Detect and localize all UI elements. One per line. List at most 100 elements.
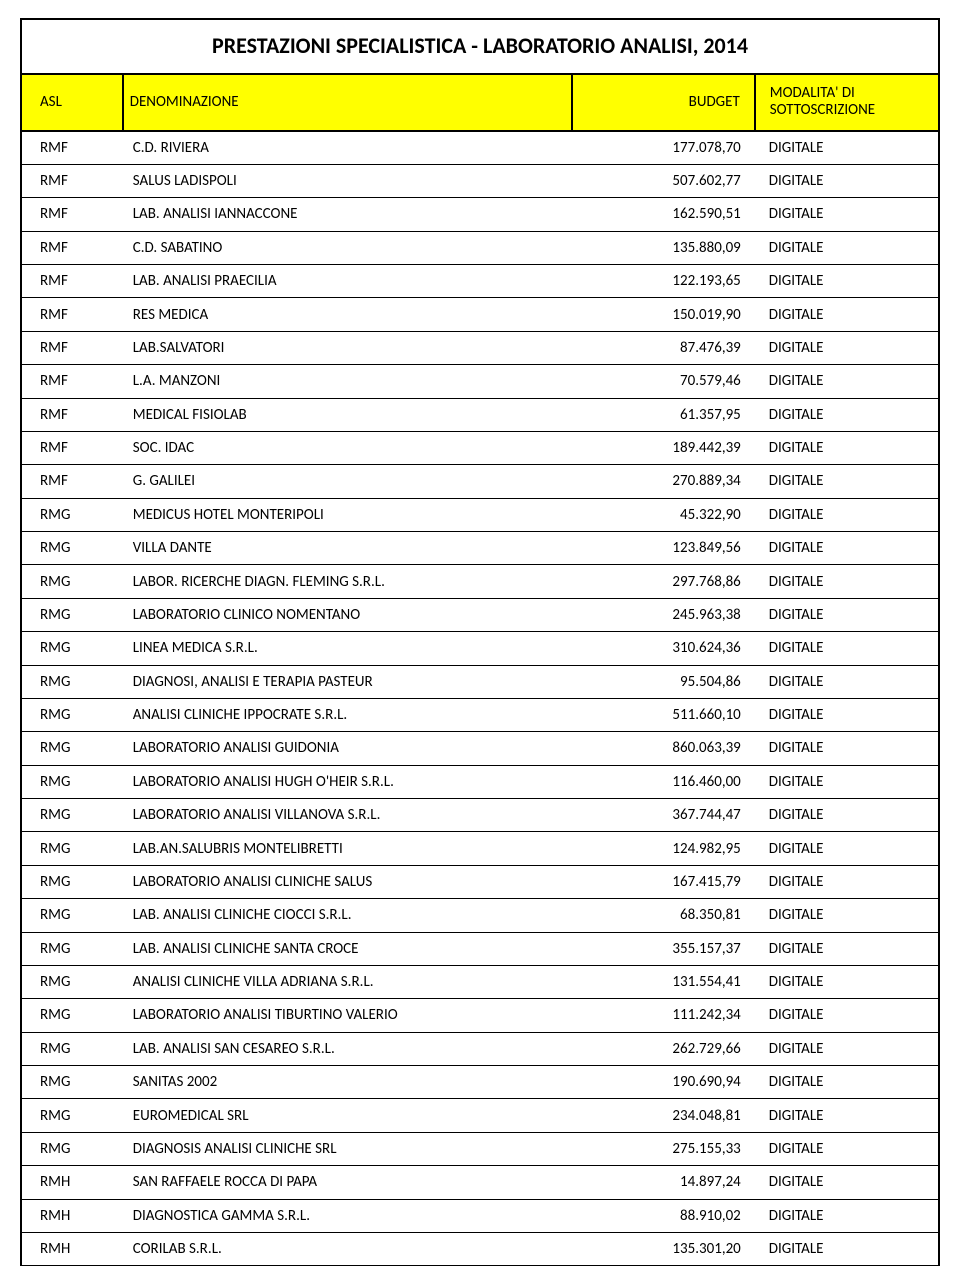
cell-budget: 131.554,41 bbox=[572, 965, 755, 998]
table-row: RMGDIAGNOSIS ANALISI CLINICHE SRL275.155… bbox=[22, 1132, 938, 1165]
cell-asl: RMG bbox=[22, 632, 123, 665]
cell-modalita: DIGITALE bbox=[755, 298, 938, 331]
cell-budget: 270.889,34 bbox=[572, 465, 755, 498]
cell-modalita: DIGITALE bbox=[755, 732, 938, 765]
cell-denominazione: VILLA DANTE bbox=[123, 532, 572, 565]
cell-asl: RMF bbox=[22, 298, 123, 331]
table-row: RMHDIAGNOSTICA GAMMA S.R.L.88.910,02DIGI… bbox=[22, 1199, 938, 1232]
cell-modalita: DIGITALE bbox=[755, 1199, 938, 1232]
cell-asl: RMF bbox=[22, 365, 123, 398]
cell-asl: RMG bbox=[22, 732, 123, 765]
table-row: RMGLINEA MEDICA S.R.L.310.624,36DIGITALE bbox=[22, 632, 938, 665]
table-body: RMFC.D. RIVIERA177.078,70DIGITALERMFSALU… bbox=[22, 131, 938, 1266]
table-row: RMHCORILAB S.R.L.135.301,20DIGITALE bbox=[22, 1232, 938, 1265]
table-row: RMGLABORATORIO ANALISI VILLANOVA S.R.L.3… bbox=[22, 799, 938, 832]
cell-asl: RMG bbox=[22, 498, 123, 531]
cell-denominazione: MEDICUS HOTEL MONTERIPOLI bbox=[123, 498, 572, 531]
cell-budget: 190.690,94 bbox=[572, 1066, 755, 1099]
cell-denominazione: EUROMEDICAL SRL bbox=[123, 1099, 572, 1132]
cell-budget: 245.963,38 bbox=[572, 598, 755, 631]
cell-budget: 14.897,24 bbox=[572, 1166, 755, 1199]
cell-asl: RMG bbox=[22, 532, 123, 565]
cell-denominazione: SOC. IDAC bbox=[123, 431, 572, 464]
cell-asl: RMG bbox=[22, 932, 123, 965]
table-row: RMGLABORATORIO ANALISI HUGH O'HEIR S.R.L… bbox=[22, 765, 938, 798]
cell-modalita: DIGITALE bbox=[755, 799, 938, 832]
table-row: RMGDIAGNOSI, ANALISI E TERAPIA PASTEUR95… bbox=[22, 665, 938, 698]
cell-asl: RMG bbox=[22, 665, 123, 698]
cell-modalita: DIGITALE bbox=[755, 1232, 938, 1265]
col-header-asl: ASL bbox=[22, 75, 123, 131]
cell-asl: RMF bbox=[22, 164, 123, 197]
cell-budget: 68.350,81 bbox=[572, 899, 755, 932]
cell-denominazione: LABORATORIO ANALISI HUGH O'HEIR S.R.L. bbox=[123, 765, 572, 798]
cell-modalita: DIGITALE bbox=[755, 398, 938, 431]
cell-denominazione: LAB. ANALISI CLINICHE CIOCCI S.R.L. bbox=[123, 899, 572, 932]
cell-budget: 189.442,39 bbox=[572, 431, 755, 464]
cell-budget: 275.155,33 bbox=[572, 1132, 755, 1165]
cell-asl: RMF bbox=[22, 398, 123, 431]
cell-modalita: DIGITALE bbox=[755, 465, 938, 498]
table-row: RMGLABORATORIO ANALISI CLINICHE SALUS167… bbox=[22, 865, 938, 898]
table-row: RMFC.D. RIVIERA177.078,70DIGITALE bbox=[22, 131, 938, 165]
cell-denominazione: CORILAB S.R.L. bbox=[123, 1232, 572, 1265]
cell-modalita: DIGITALE bbox=[755, 632, 938, 665]
cell-budget: 355.157,37 bbox=[572, 932, 755, 965]
cell-asl: RMG bbox=[22, 965, 123, 998]
cell-modalita: DIGITALE bbox=[755, 1166, 938, 1199]
cell-denominazione: RES MEDICA bbox=[123, 298, 572, 331]
cell-budget: 167.415,79 bbox=[572, 865, 755, 898]
cell-modalita: DIGITALE bbox=[755, 131, 938, 165]
cell-budget: 135.880,09 bbox=[572, 231, 755, 264]
cell-budget: 61.357,95 bbox=[572, 398, 755, 431]
cell-denominazione: ANALISI CLINICHE IPPOCRATE S.R.L. bbox=[123, 698, 572, 731]
cell-modalita: DIGITALE bbox=[755, 832, 938, 865]
cell-asl: RMG bbox=[22, 1099, 123, 1132]
cell-budget: 111.242,34 bbox=[572, 999, 755, 1032]
table-row: RMGLAB. ANALISI SAN CESAREO S.R.L.262.72… bbox=[22, 1032, 938, 1065]
cell-denominazione: SAN RAFFAELE ROCCA DI PAPA bbox=[123, 1166, 572, 1199]
cell-denominazione: C.D. SABATINO bbox=[123, 231, 572, 264]
cell-budget: 162.590,51 bbox=[572, 198, 755, 231]
table-row: RMGEUROMEDICAL SRL234.048,81DIGITALE bbox=[22, 1099, 938, 1132]
cell-denominazione: G. GALILEI bbox=[123, 465, 572, 498]
cell-modalita: DIGITALE bbox=[755, 1066, 938, 1099]
cell-budget: 297.768,86 bbox=[572, 565, 755, 598]
cell-modalita: DIGITALE bbox=[755, 665, 938, 698]
cell-budget: 45.322,90 bbox=[572, 498, 755, 531]
cell-budget: 367.744,47 bbox=[572, 799, 755, 832]
cell-modalita: DIGITALE bbox=[755, 431, 938, 464]
cell-budget: 70.579,46 bbox=[572, 365, 755, 398]
cell-asl: RMF bbox=[22, 431, 123, 464]
cell-modalita: DIGITALE bbox=[755, 198, 938, 231]
cell-modalita: DIGITALE bbox=[755, 865, 938, 898]
table-row: RMFSOC. IDAC189.442,39DIGITALE bbox=[22, 431, 938, 464]
cell-asl: RMH bbox=[22, 1199, 123, 1232]
table-row: RMGANALISI CLINICHE VILLA ADRIANA S.R.L.… bbox=[22, 965, 938, 998]
table-row: RMFG. GALILEI270.889,34DIGITALE bbox=[22, 465, 938, 498]
cell-asl: RMF bbox=[22, 198, 123, 231]
cell-asl: RMF bbox=[22, 131, 123, 165]
cell-modalita: DIGITALE bbox=[755, 765, 938, 798]
cell-asl: RMG bbox=[22, 1032, 123, 1065]
cell-modalita: DIGITALE bbox=[755, 965, 938, 998]
cell-asl: RMF bbox=[22, 331, 123, 364]
cell-asl: RMG bbox=[22, 698, 123, 731]
cell-asl: RMG bbox=[22, 1132, 123, 1165]
table-row: RMHSAN RAFFAELE ROCCA DI PAPA14.897,24DI… bbox=[22, 1166, 938, 1199]
cell-budget: 95.504,86 bbox=[572, 665, 755, 698]
cell-denominazione: LABOR. RICERCHE DIAGN. FLEMING S.R.L. bbox=[123, 565, 572, 598]
cell-asl: RMG bbox=[22, 765, 123, 798]
table-row: RMGANALISI CLINICHE IPPOCRATE S.R.L.511.… bbox=[22, 698, 938, 731]
cell-modalita: DIGITALE bbox=[755, 1099, 938, 1132]
table-row: RMFRES MEDICA150.019,90DIGITALE bbox=[22, 298, 938, 331]
table-row: RMFL.A. MANZONI70.579,46DIGITALE bbox=[22, 365, 938, 398]
cell-budget: 177.078,70 bbox=[572, 131, 755, 165]
cell-modalita: DIGITALE bbox=[755, 932, 938, 965]
cell-modalita: DIGITALE bbox=[755, 565, 938, 598]
cell-budget: 123.849,56 bbox=[572, 532, 755, 565]
table-row: RMGMEDICUS HOTEL MONTERIPOLI45.322,90DIG… bbox=[22, 498, 938, 531]
cell-budget: 135.301,20 bbox=[572, 1232, 755, 1265]
cell-denominazione: LINEA MEDICA S.R.L. bbox=[123, 632, 572, 665]
table-row: RMGLABORATORIO CLINICO NOMENTANO245.963,… bbox=[22, 598, 938, 631]
